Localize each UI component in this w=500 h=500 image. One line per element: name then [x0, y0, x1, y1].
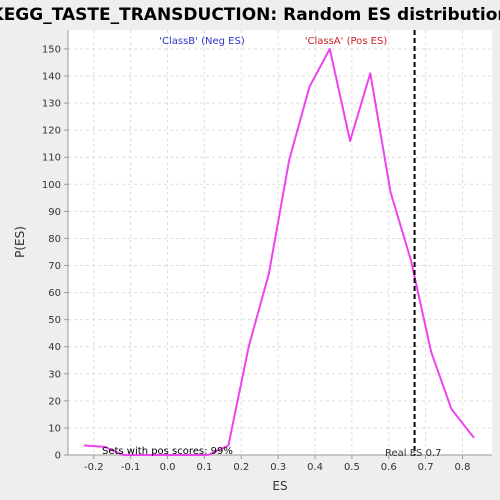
plot-area: [68, 30, 492, 455]
x-tick-label: 0.4: [307, 462, 323, 473]
y-tick-label: 100: [42, 180, 61, 191]
x-tick-label: -0.1: [121, 462, 141, 473]
x-tick-label: 0.6: [381, 462, 397, 473]
y-tick-label: 120: [42, 126, 61, 137]
real-es-label: Real ES 0.7: [385, 448, 441, 459]
data-point: [410, 259, 412, 261]
y-tick-label: 110: [42, 153, 61, 164]
data-point: [450, 408, 453, 410]
x-tick-label: 0.3: [270, 462, 286, 473]
data-point: [268, 272, 270, 275]
y-tick-label: 90: [48, 207, 61, 218]
data-point: [247, 345, 250, 348]
x-tick-label: 0.2: [233, 462, 249, 473]
data-point: [104, 446, 106, 448]
y-tick-label: 30: [48, 369, 61, 380]
y-tick-label: 20: [48, 396, 61, 407]
series-line: [84, 47, 475, 456]
data-point: [430, 351, 432, 353]
data-point: [308, 86, 311, 88]
data-point: [122, 454, 125, 456]
data-point: [207, 454, 209, 456]
data-point: [328, 48, 331, 50]
data-point: [83, 444, 86, 447]
data-point: [288, 159, 291, 161]
data-point: [187, 454, 189, 456]
x-tick-label: -0.2: [84, 462, 104, 473]
axes: -0.2 -0.1 0.0 0.1 0.2 0.3 0.4 0.5 0.6 0.7 0.8 0 10 20…: [42, 30, 492, 473]
y-axis-label: P(ES): [13, 226, 27, 258]
y-tick-label: 0: [55, 451, 61, 462]
data-point: [166, 454, 169, 456]
y-tick-label: 150: [42, 44, 61, 55]
data-point: [389, 191, 392, 194]
y-tick-label: 80: [48, 234, 61, 245]
y-tick-label: 60: [48, 288, 61, 299]
y-tick-label: 140: [42, 72, 61, 83]
y-tick-label: 130: [42, 99, 61, 110]
series-layer: [83, 47, 475, 456]
y-tick-label: 10: [48, 423, 61, 434]
data-point: [349, 140, 351, 142]
x-tick-label: 0.1: [196, 462, 212, 473]
x-tick-label: 0.0: [160, 462, 176, 473]
x-axis-label: ES: [272, 479, 287, 493]
data-point: [472, 436, 475, 439]
y-tick-label: 50: [48, 315, 61, 326]
x-tick-label: 0.7: [418, 462, 434, 473]
data-point: [227, 444, 230, 447]
x-tick-label: 0.8: [455, 462, 471, 473]
chart-title: KEGG_TASTE_TRANSDUCTION: Random ES distr…: [0, 5, 500, 25]
y-tick-label: 70: [48, 261, 61, 272]
neg-es-label: 'ClassB' (Neg ES): [159, 36, 245, 47]
x-tick-label: 0.5: [344, 462, 360, 473]
y-tick-label: 40: [48, 342, 61, 353]
data-point: [369, 72, 372, 75]
grid-lines: [68, 30, 492, 456]
pos-scores-label: Sets with pos scores: 99%: [102, 446, 233, 457]
data-point: [144, 454, 147, 456]
pos-es-label: 'ClassA' (Pos ES): [305, 36, 388, 47]
